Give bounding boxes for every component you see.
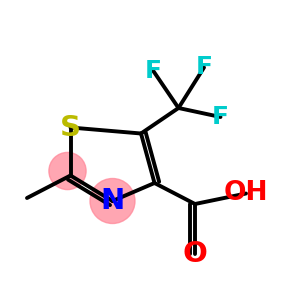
Circle shape — [49, 152, 86, 190]
Text: F: F — [212, 105, 229, 129]
Circle shape — [90, 178, 135, 224]
Text: N: N — [100, 187, 124, 215]
Text: F: F — [196, 56, 212, 80]
Text: S: S — [60, 113, 81, 142]
Text: OH: OH — [224, 181, 268, 206]
Text: F: F — [145, 58, 161, 82]
Text: O: O — [183, 239, 207, 268]
